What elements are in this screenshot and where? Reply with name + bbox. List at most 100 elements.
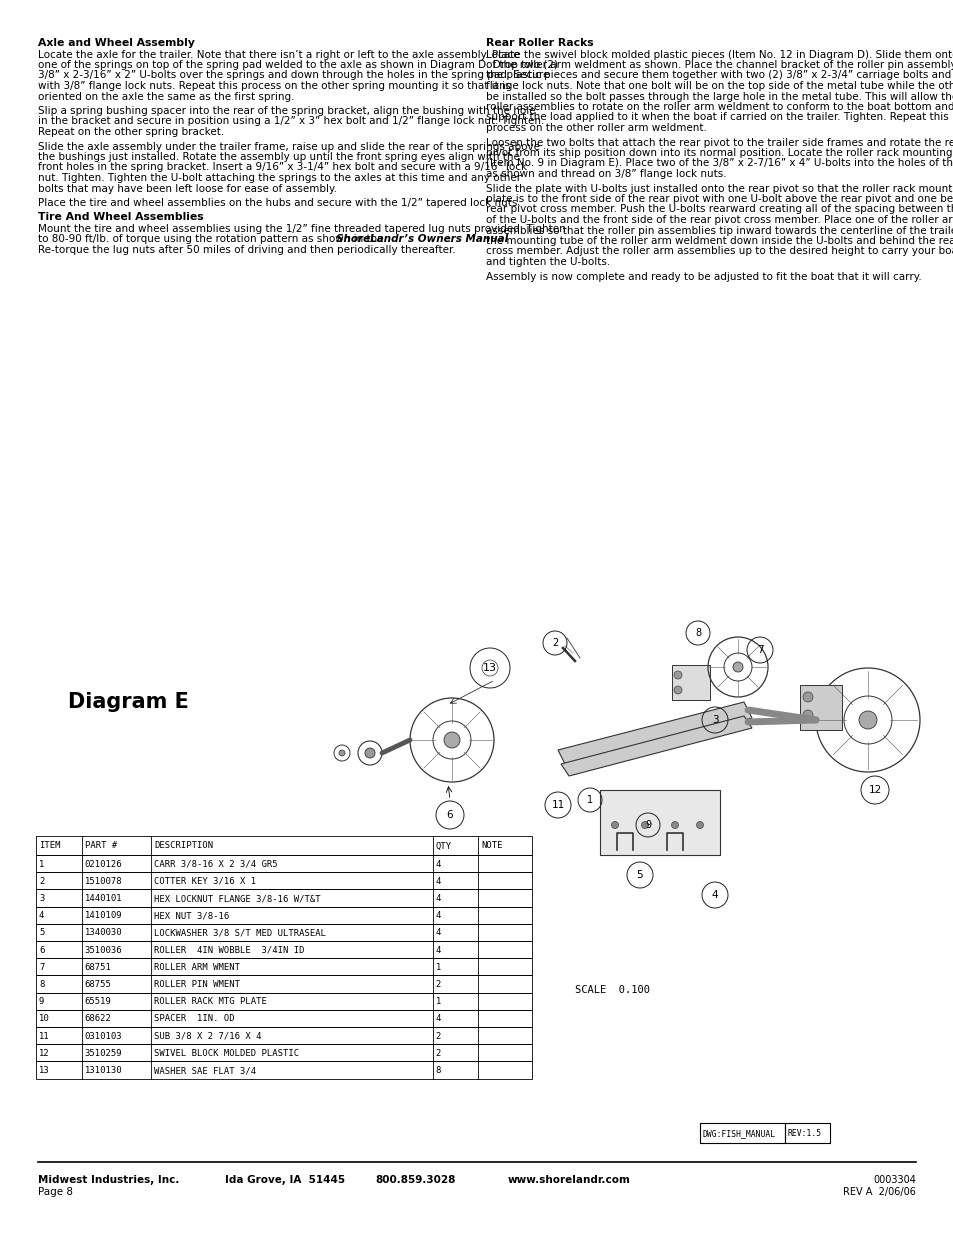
Text: PART #: PART # xyxy=(85,841,116,851)
Circle shape xyxy=(671,821,678,829)
Text: with 3/8” flange lock nuts. Repeat this process on the other spring mounting it : with 3/8” flange lock nuts. Repeat this … xyxy=(38,82,510,91)
Bar xyxy=(36,941,531,958)
Text: 7: 7 xyxy=(39,963,45,972)
Circle shape xyxy=(802,692,812,701)
Text: SWIVEL BLOCK MOLDED PLASTIC: SWIVEL BLOCK MOLDED PLASTIC xyxy=(154,1049,299,1058)
Text: 0003304: 0003304 xyxy=(872,1174,915,1186)
Circle shape xyxy=(640,821,648,829)
Text: Axle and Wheel Assembly: Axle and Wheel Assembly xyxy=(38,38,194,48)
Text: cross member. Adjust the roller arm assemblies up to the desired height to carry: cross member. Adjust the roller arm asse… xyxy=(485,247,953,257)
Text: and tighten the U-bolts.: and tighten the U-bolts. xyxy=(485,257,610,267)
Circle shape xyxy=(338,750,345,756)
Text: 4: 4 xyxy=(436,894,440,903)
Circle shape xyxy=(611,821,618,829)
Text: ROLLER ARM WMENT: ROLLER ARM WMENT xyxy=(154,963,240,972)
Polygon shape xyxy=(558,701,751,766)
Text: Mount the tire and wheel assemblies using the 1/2” fine threaded tapered lug nut: Mount the tire and wheel assemblies usin… xyxy=(38,224,565,233)
Text: QTY: QTY xyxy=(436,841,452,851)
Text: 12: 12 xyxy=(39,1049,50,1058)
Text: ROLLER PIN WMENT: ROLLER PIN WMENT xyxy=(154,981,240,989)
Circle shape xyxy=(673,671,681,679)
Text: 3: 3 xyxy=(39,894,45,903)
Text: oriented on the axle the same as the first spring.: oriented on the axle the same as the fir… xyxy=(38,91,294,101)
Text: Midwest Industries, Inc.: Midwest Industries, Inc. xyxy=(38,1174,179,1186)
Text: nut. Tighten. Tighten the U-bolt attaching the springs to the axles at this time: nut. Tighten. Tighten the U-bolt attachi… xyxy=(38,173,520,183)
Bar xyxy=(36,958,531,976)
Text: 4: 4 xyxy=(436,877,440,885)
Text: 1: 1 xyxy=(586,795,593,805)
Text: 5: 5 xyxy=(636,869,642,881)
Text: COTTER KEY 3/16 X 1: COTTER KEY 3/16 X 1 xyxy=(154,877,256,885)
Text: 8: 8 xyxy=(436,1066,440,1074)
Text: 4: 4 xyxy=(436,1014,440,1024)
Text: flange lock nuts. Note that one bolt will be on the top side of the metal tube w: flange lock nuts. Note that one bolt wil… xyxy=(485,82,953,91)
Text: Place the tire and wheel assemblies on the hubs and secure with the 1/2” tapered: Place the tire and wheel assemblies on t… xyxy=(38,198,520,207)
Text: 1: 1 xyxy=(436,963,440,972)
Text: as shown and thread on 3/8” flange lock nuts.: as shown and thread on 3/8” flange lock … xyxy=(485,169,726,179)
Text: 4: 4 xyxy=(436,860,440,868)
Text: Assembly is now complete and ready to be adjusted to fit the boat that it will c: Assembly is now complete and ready to be… xyxy=(485,272,921,282)
Text: in the bracket and secure in position using a 1/2” x 3” hex bolt and 1/2” flange: in the bracket and secure in position us… xyxy=(38,116,544,126)
Text: assemblies so that the roller pin assemblies tip inward towards the centerline o: assemblies so that the roller pin assemb… xyxy=(485,226,953,236)
Polygon shape xyxy=(560,716,751,776)
Text: SPACER  1IN. OD: SPACER 1IN. OD xyxy=(154,1014,234,1024)
Text: 2: 2 xyxy=(436,981,440,989)
Text: 3510036: 3510036 xyxy=(85,946,122,955)
Text: 5: 5 xyxy=(39,929,45,937)
Text: Locate the axle for the trailer. Note that there isn’t a right or left to the ax: Locate the axle for the trailer. Note th… xyxy=(38,49,519,59)
Text: 10: 10 xyxy=(39,1014,50,1024)
Text: 3: 3 xyxy=(711,715,718,725)
Text: WASHER SAE FLAT 3/4: WASHER SAE FLAT 3/4 xyxy=(154,1066,256,1074)
Text: support the load applied to it when the boat if carried on the trailer. Tighten.: support the load applied to it when the … xyxy=(485,112,947,122)
Text: 3/8” x 2-3/16” x 2” U-bolts over the springs and down through the holes in the s: 3/8” x 2-3/16” x 2” U-bolts over the spr… xyxy=(38,70,549,80)
Text: 4: 4 xyxy=(39,911,45,920)
Bar xyxy=(700,1123,784,1144)
Text: pivot from its ship position down into its normal position. Locate the roller ra: pivot from its ship position down into i… xyxy=(485,148,953,158)
Bar xyxy=(800,685,841,730)
Text: Ida Grove, IA  51445: Ida Grove, IA 51445 xyxy=(225,1174,345,1186)
Text: roller assemblies to rotate on the roller arm weldment to conform to the boat bo: roller assemblies to rotate on the rolle… xyxy=(485,103,953,112)
Text: 68622: 68622 xyxy=(85,1014,112,1024)
Text: process on the other roller arm weldment.: process on the other roller arm weldment… xyxy=(485,124,706,133)
Bar xyxy=(36,889,531,906)
Circle shape xyxy=(802,710,812,720)
Text: 2: 2 xyxy=(551,638,558,648)
Text: HEX LOCKNUT FLANGE 3/8-16 W/T&T: HEX LOCKNUT FLANGE 3/8-16 W/T&T xyxy=(154,894,320,903)
Text: Tire And Wheel Assemblies: Tire And Wheel Assemblies xyxy=(38,212,203,222)
Text: of the roller arm weldment as shown. Place the channel bracket of the roller pin: of the roller arm weldment as shown. Pla… xyxy=(485,61,953,70)
Text: 12: 12 xyxy=(867,785,881,795)
Text: 800.859.3028: 800.859.3028 xyxy=(375,1174,455,1186)
Text: Diagram E: Diagram E xyxy=(68,692,189,713)
Text: DESCRIPTION: DESCRIPTION xyxy=(154,841,213,851)
Text: ROLLER  4IN WOBBLE  3/4IN ID: ROLLER 4IN WOBBLE 3/4IN ID xyxy=(154,946,304,955)
Text: 4: 4 xyxy=(436,911,440,920)
Text: 68755: 68755 xyxy=(85,981,112,989)
Text: 68751: 68751 xyxy=(85,963,112,972)
Bar xyxy=(36,906,531,924)
Text: www.shorelandr.com: www.shorelandr.com xyxy=(507,1174,630,1186)
Text: 11: 11 xyxy=(551,800,564,810)
Text: Loosen the two bolts that attach the rear pivot to the trailer side frames and r: Loosen the two bolts that attach the rea… xyxy=(485,137,953,147)
Bar xyxy=(784,1123,829,1144)
Text: Re-torque the lug nuts after 50 miles of driving and then periodically thereafte: Re-torque the lug nuts after 50 miles of… xyxy=(38,245,456,254)
Text: HEX NUT 3/8-16: HEX NUT 3/8-16 xyxy=(154,911,230,920)
Text: NOTE: NOTE xyxy=(480,841,502,851)
Text: 9: 9 xyxy=(39,997,45,1007)
Text: 2: 2 xyxy=(436,1049,440,1058)
Text: Slip a spring bushing spacer into the rear of the spring bracket, align the bush: Slip a spring bushing spacer into the re… xyxy=(38,106,535,116)
Text: 13: 13 xyxy=(39,1066,50,1074)
Text: Slide the plate with U-bolts just installed onto the rear pivot so that the roll: Slide the plate with U-bolts just instal… xyxy=(485,184,953,194)
Text: Locate the swivel block molded plastic pieces (Item No. 12 in Diagram D). Slide : Locate the swivel block molded plastic p… xyxy=(485,49,953,59)
Text: 4: 4 xyxy=(436,929,440,937)
Bar xyxy=(36,872,531,889)
Bar xyxy=(599,790,720,855)
Bar xyxy=(36,1045,531,1061)
Text: ShoreLandr’s Owners Manual: ShoreLandr’s Owners Manual xyxy=(335,235,507,245)
Text: 1410109: 1410109 xyxy=(85,911,122,920)
Text: one of the springs on top of the spring pad welded to the axle as shown in Diagr: one of the springs on top of the spring … xyxy=(38,61,558,70)
Text: the plastic pieces and secure them together with two (2) 3/8” x 2-3/4” carriage : the plastic pieces and secure them toget… xyxy=(485,70,953,80)
Circle shape xyxy=(858,711,876,729)
Text: be installed so the bolt passes through the large hole in the metal tube. This w: be installed so the bolt passes through … xyxy=(485,91,953,101)
Bar xyxy=(36,924,531,941)
Text: 13: 13 xyxy=(482,663,497,673)
